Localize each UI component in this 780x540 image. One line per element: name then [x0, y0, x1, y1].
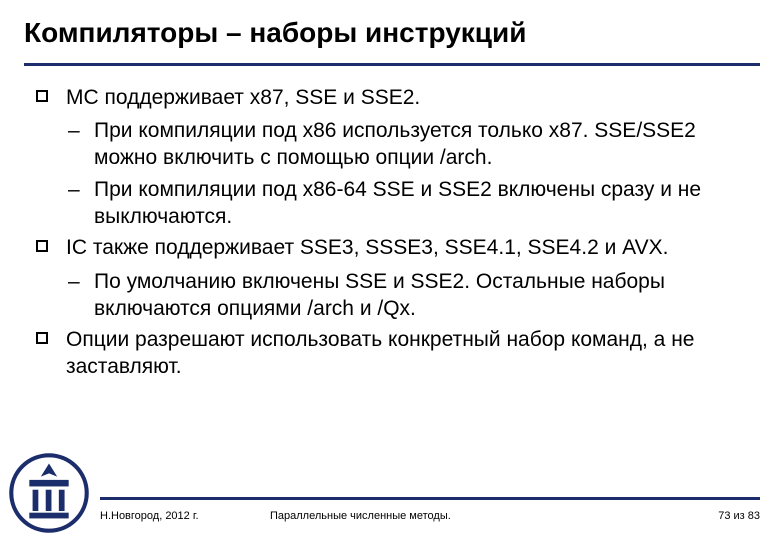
title-area: Компиляторы – наборы инструкций — [0, 0, 780, 55]
square-bullet-icon — [36, 240, 48, 252]
bullet-item: Опции разрешают использовать конкретный … — [36, 326, 750, 381]
bullet-text: MC поддерживает x87, SSE и SSE2. — [66, 86, 420, 109]
sub-bullet-text: При компиляции под x86-64 SSE и SSE2 вкл… — [94, 178, 701, 228]
sub-bullet-item: – По умолчанию включены SSE и SSE2. Оста… — [36, 268, 750, 323]
dash-icon: – — [68, 176, 80, 203]
slide-content: MC поддерживает x87, SSE и SSE2. – При к… — [0, 66, 780, 381]
sub-bullet-text: При компиляции под x86 используется толь… — [94, 119, 696, 169]
sub-bullet-text: По умолчанию включены SSE и SSE2. Осталь… — [94, 270, 665, 320]
bullet-item: IC также поддерживает SSE3, SSSE3, SSE4.… — [36, 234, 750, 261]
sub-bullet-item: – При компиляции под x86 используется то… — [36, 117, 750, 172]
footer-course: Параллельные численные методы. — [270, 510, 451, 522]
sub-bullet-item: – При компиляции под x86-64 SSE и SSE2 в… — [36, 176, 750, 231]
footer-location: Н.Новгород, 2012 г. — [100, 510, 199, 522]
dash-icon: – — [68, 117, 80, 144]
dash-icon: – — [68, 268, 80, 295]
footer-rule — [100, 497, 760, 500]
bullet-text: Опции разрешают использовать конкретный … — [66, 328, 694, 378]
slide-title: Компиляторы – наборы инструкций — [24, 18, 760, 49]
bullet-text: IC также поддерживает SSE3, SSSE3, SSE4.… — [66, 236, 668, 259]
square-bullet-icon — [36, 332, 48, 344]
unn-logo-icon — [8, 452, 90, 534]
footer-page-number: 73 из 83 — [718, 510, 760, 522]
square-bullet-icon — [36, 90, 48, 102]
bullet-item: MC поддерживает x87, SSE и SSE2. — [36, 84, 750, 111]
slide: Компиляторы – наборы инструкций MC подде… — [0, 0, 780, 540]
